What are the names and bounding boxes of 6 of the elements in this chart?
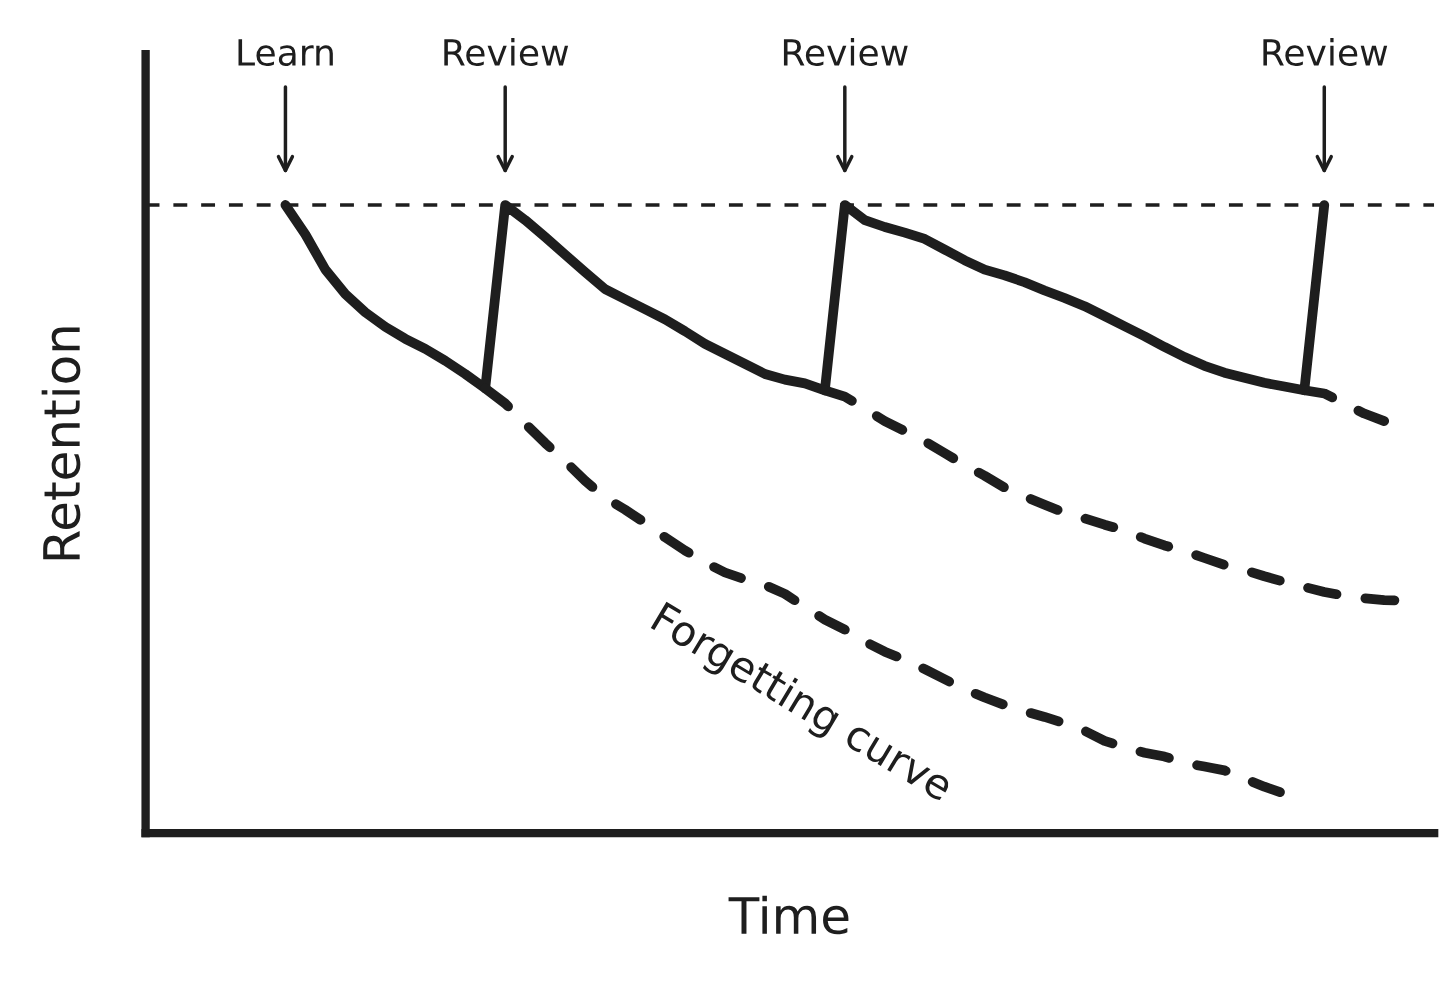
x-axis-title: Time [728, 895, 849, 935]
text: Learn [238, 39, 333, 67]
y-axis-title: Retention [41, 327, 81, 560]
text: Review [783, 38, 908, 67]
text: Review [444, 38, 569, 67]
text: Review [1263, 38, 1388, 67]
